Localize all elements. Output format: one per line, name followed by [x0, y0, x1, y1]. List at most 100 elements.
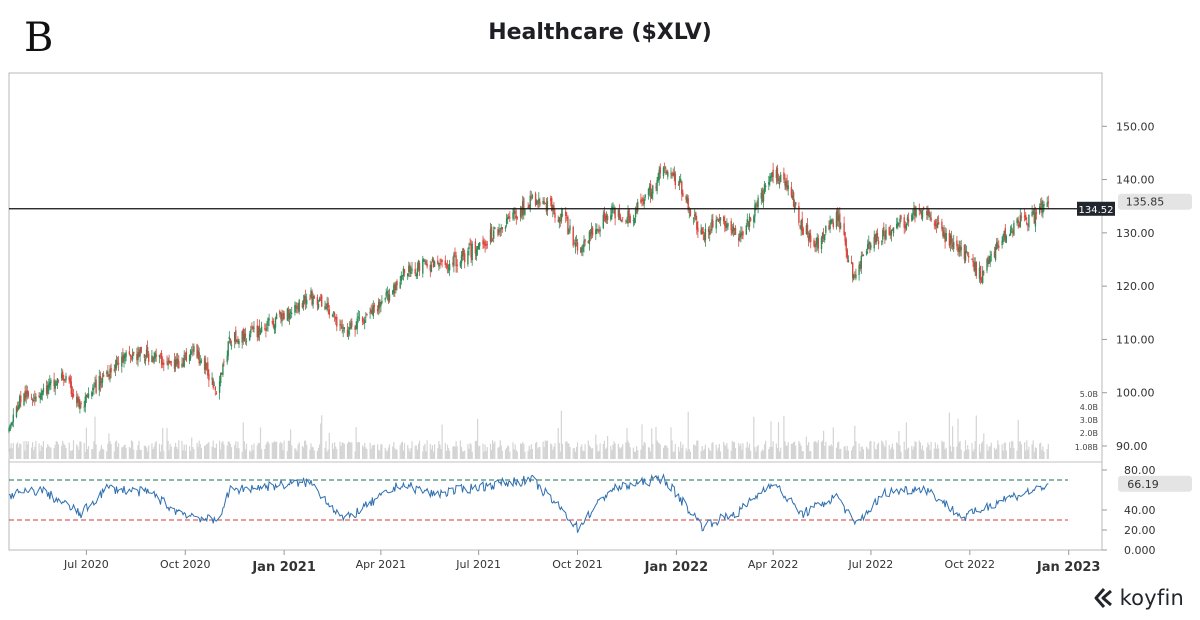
- volume-bar: [652, 443, 654, 459]
- candle: [1011, 224, 1013, 234]
- volume-bar: [324, 448, 326, 459]
- volume-bar: [71, 450, 73, 459]
- chart-title: Healthcare ($XLV): [488, 20, 712, 45]
- volume-bar: [211, 446, 213, 459]
- volume-bar: [919, 442, 921, 459]
- candle: [747, 220, 750, 230]
- candle: [351, 318, 353, 330]
- candle: [1027, 223, 1029, 232]
- candle: [223, 358, 225, 367]
- volume-bar: [730, 450, 732, 459]
- volume-bar: [362, 445, 364, 459]
- volume-bar: [464, 450, 466, 459]
- volume-bar: [76, 444, 78, 459]
- candle: [65, 372, 67, 383]
- volume-bar: [538, 447, 540, 459]
- candle: [125, 350, 127, 362]
- volume-bar: [310, 443, 312, 459]
- candle: [724, 215, 726, 233]
- volume-bar: [110, 443, 112, 459]
- volume-bar: [960, 449, 962, 459]
- volume-bar: [41, 446, 43, 459]
- candle: [900, 214, 902, 222]
- volume-bars: [8, 410, 1049, 459]
- volume-bar: [874, 448, 876, 459]
- volume-bar: [524, 451, 526, 459]
- candle: [936, 216, 939, 229]
- candle: [54, 379, 56, 396]
- volume-bar: [266, 442, 268, 459]
- candle: [48, 378, 50, 395]
- volume-bar: [584, 444, 586, 459]
- candle: [913, 201, 915, 220]
- volume-bar: [455, 441, 457, 459]
- candle: [958, 240, 960, 258]
- candle: [942, 226, 944, 239]
- candle: [499, 227, 501, 237]
- volume-bar: [963, 451, 965, 459]
- volume-bar: [11, 448, 13, 459]
- volume-bar: [937, 444, 939, 459]
- candle: [1016, 217, 1018, 226]
- volume-bar: [845, 450, 847, 459]
- candle: [793, 199, 796, 213]
- candle: [838, 208, 840, 228]
- volume-bar: [68, 442, 70, 459]
- candle: [584, 238, 586, 247]
- candle: [185, 347, 187, 362]
- volume-bar: [409, 451, 411, 459]
- candle: [158, 354, 161, 364]
- volume-bar: [861, 446, 863, 459]
- candle: [289, 309, 292, 320]
- candle: [252, 325, 254, 332]
- volume-bar: [498, 446, 500, 459]
- volume-bar: [80, 441, 82, 459]
- candle: [306, 293, 308, 309]
- volume-bar: [596, 444, 598, 459]
- volume-bar: [185, 444, 187, 459]
- candle: [241, 330, 243, 349]
- volume-tick-label: 5.0B: [1080, 390, 1098, 399]
- volume-bar: [132, 441, 134, 459]
- volume-bar: [742, 443, 744, 459]
- volume-bar: [50, 447, 52, 459]
- volume-bar: [257, 442, 259, 459]
- candle: [197, 345, 199, 360]
- candle: [407, 273, 409, 280]
- candle: [663, 162, 666, 174]
- candle: [440, 258, 442, 266]
- volume-bar: [331, 443, 334, 459]
- candle: [899, 215, 901, 228]
- volume-bar: [982, 441, 984, 459]
- volume-bar: [189, 446, 191, 459]
- koyfin-brand: koyfin: [1092, 586, 1184, 610]
- time-tick-label: Jul 2021: [455, 558, 501, 571]
- volume-bar: [25, 441, 27, 459]
- volume-bar: [659, 444, 661, 459]
- candle: [536, 199, 538, 206]
- candle: [815, 237, 817, 253]
- candle: [237, 336, 239, 345]
- candle: [313, 294, 315, 299]
- candle: [628, 208, 630, 223]
- volume-bar: [846, 446, 848, 459]
- candle: [845, 237, 847, 258]
- volume-bar: [70, 450, 72, 459]
- candle: [23, 392, 25, 407]
- volume-bar: [629, 447, 631, 459]
- candle: [786, 174, 788, 192]
- candle: [642, 195, 644, 206]
- candle: [275, 312, 278, 320]
- volume-bar: [664, 445, 666, 459]
- candle: [379, 299, 381, 314]
- candle: [57, 379, 60, 384]
- candle: [430, 261, 433, 273]
- candle: [38, 392, 40, 399]
- time-tick-label: Jan 2022: [644, 560, 709, 575]
- candle: [883, 222, 885, 237]
- volume-bar: [731, 440, 733, 459]
- volume-bar: [509, 451, 511, 459]
- candle: [354, 325, 356, 337]
- candle: [651, 188, 653, 199]
